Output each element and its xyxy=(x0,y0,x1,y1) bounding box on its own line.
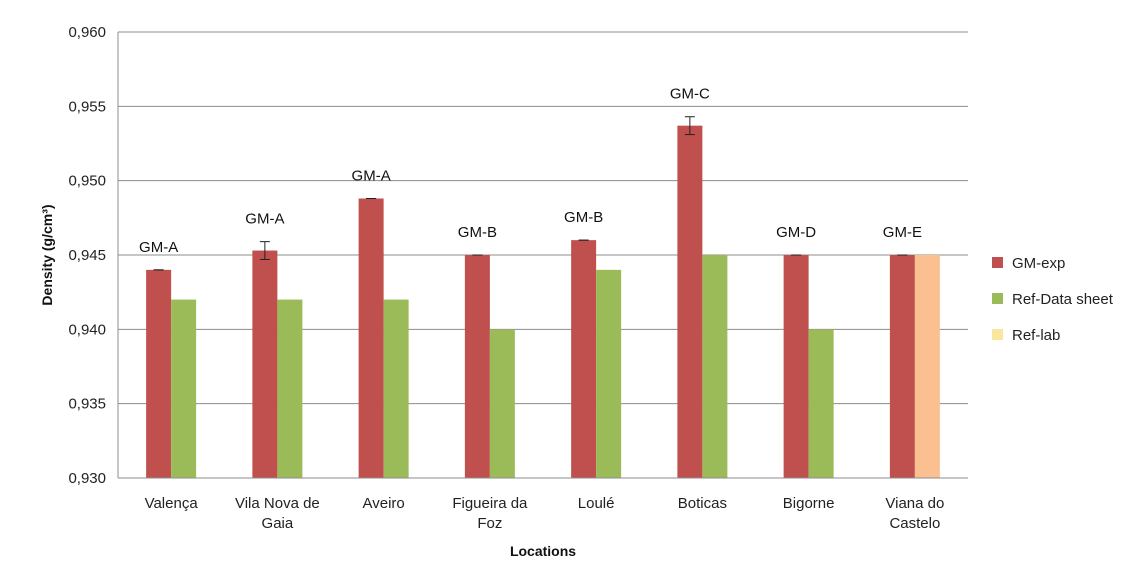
bar-group-label: GM-C xyxy=(670,86,710,103)
x-tick-label-line: Gaia xyxy=(262,515,294,532)
x-tick-label-line: Vila Nova de xyxy=(235,495,320,512)
x-tick-label-line: Boticas xyxy=(678,495,727,512)
bar-ref-data-sheet xyxy=(171,299,197,478)
bar-ref-data-sheet xyxy=(596,269,622,478)
bars xyxy=(146,116,940,479)
x-tick-label: Boticas xyxy=(678,495,727,512)
bar-gm-exp xyxy=(358,198,384,479)
legend-label: Ref-lab xyxy=(1012,327,1060,344)
legend-swatch xyxy=(992,329,1003,340)
bar-ref-data-sheet xyxy=(277,299,303,478)
x-tick-label-line: Foz xyxy=(477,515,502,532)
grid-lines xyxy=(118,31,968,479)
bar-ref-data-sheet xyxy=(489,329,515,478)
y-tick-label: 0,930 xyxy=(68,470,106,487)
x-tick-label: Aveiro xyxy=(363,495,405,512)
bar-gm-exp xyxy=(252,250,278,478)
bar-group-label: GM-A xyxy=(245,211,284,228)
y-tick-label: 0,935 xyxy=(68,396,106,413)
y-tick-label: 0,950 xyxy=(68,173,106,190)
x-tick-label: Viana do Castelo xyxy=(885,495,944,532)
legend: GM-exp Ref-Data sheet Ref-lab xyxy=(992,255,1114,344)
x-tick-label: Loulé xyxy=(578,495,615,512)
x-tick-label-line: Aveiro xyxy=(363,495,405,512)
bar-group-label: GM-A xyxy=(352,168,391,185)
bar-ref-data-sheet xyxy=(702,255,728,478)
axes xyxy=(117,32,968,479)
x-tick-label-line: Loulé xyxy=(578,495,615,512)
x-tick-label-line: Castelo xyxy=(889,515,940,532)
y-tick-label: 0,960 xyxy=(68,24,106,41)
labels: 0,930 0,935 0,940 0,945 0,950 0,955 0,960 GM-A V… xyxy=(68,24,944,532)
bar-gm-exp xyxy=(146,269,172,478)
bar-gm-exp xyxy=(783,255,809,478)
bar-group-label: GM-D xyxy=(776,224,816,241)
legend-swatch xyxy=(992,257,1003,268)
x-tick-label: Vila Nova de Gaia xyxy=(235,495,320,532)
y-axis-title: Density (g/cm³) xyxy=(39,204,55,305)
bar-group-label: GM-A xyxy=(139,239,178,256)
legend-swatch xyxy=(992,293,1003,304)
bar-group-label: GM-E xyxy=(883,224,922,241)
y-tick-label: 0,940 xyxy=(68,321,106,338)
x-axis-title: Locations xyxy=(510,543,576,559)
legend-label: Ref-Data sheet xyxy=(1012,291,1114,308)
x-tick-label: Valença xyxy=(145,495,199,512)
x-tick-label: Figueira da Foz xyxy=(452,495,528,532)
x-tick-label: Bigorne xyxy=(783,495,835,512)
bar-gm-exp xyxy=(464,255,490,478)
x-tick-label-line: Valença xyxy=(145,495,199,512)
bar-ref-data-sheet xyxy=(808,329,834,478)
bar-gm-exp xyxy=(677,125,703,478)
x-tick-label-line: Bigorne xyxy=(783,495,835,512)
legend-label: GM-exp xyxy=(1012,255,1065,272)
y-tick-label: 0,955 xyxy=(68,98,106,115)
bar-group-label: GM-B xyxy=(564,209,603,226)
x-tick-label-line: Viana do xyxy=(885,495,944,512)
bar-ref-lab xyxy=(914,255,940,478)
bar-ref-data-sheet xyxy=(383,299,409,478)
bar-gm-exp xyxy=(571,240,597,478)
x-tick-label-line: Figueira da xyxy=(452,495,528,512)
bar-group-label: GM-B xyxy=(458,224,497,241)
y-tick-label: 0,945 xyxy=(68,247,106,264)
bar-gm-exp xyxy=(889,255,915,478)
